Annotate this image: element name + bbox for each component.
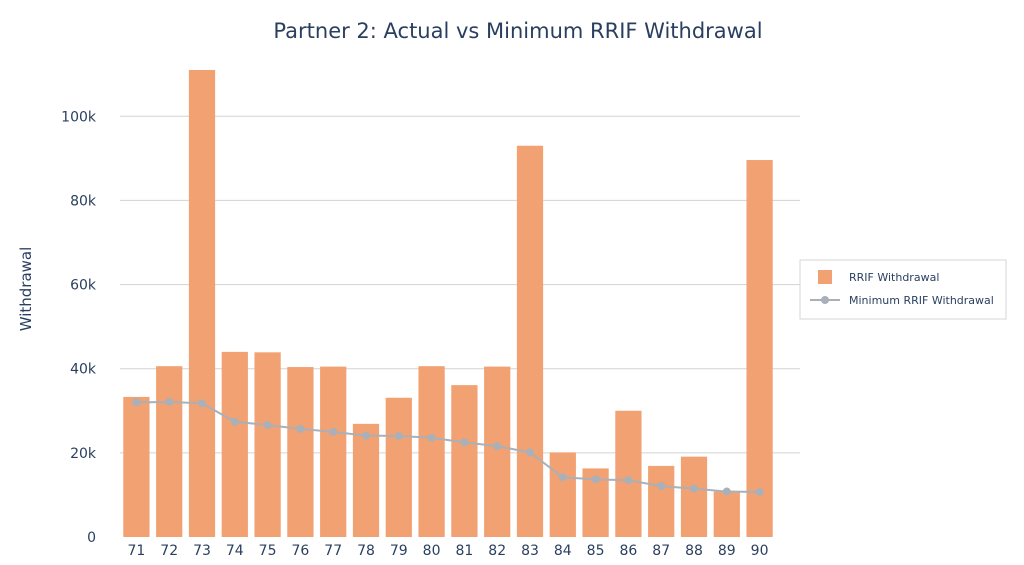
bar[interactable] xyxy=(451,385,478,537)
line-point[interactable] xyxy=(362,431,370,440)
line-point[interactable] xyxy=(755,487,764,496)
legend[interactable]: RRIF Withdrawal Minimum RRIF Withdrawal xyxy=(799,259,1007,320)
x-tick-label: 88 xyxy=(685,543,703,559)
bar[interactable] xyxy=(320,366,347,537)
x-tick-label: 77 xyxy=(324,543,342,559)
bar[interactable] xyxy=(648,465,675,537)
x-tick-label: 74 xyxy=(226,543,244,559)
x-tick-label: 89 xyxy=(718,543,736,559)
bar[interactable] xyxy=(484,366,511,537)
y-tick-label: 80k xyxy=(70,193,97,209)
line-point[interactable] xyxy=(132,398,141,407)
x-tick-label: 84 xyxy=(554,543,572,559)
line-point[interactable] xyxy=(329,427,338,436)
y-tick-label: 60k xyxy=(70,278,97,294)
bar[interactable] xyxy=(615,410,642,537)
x-tick-label: 85 xyxy=(587,543,605,559)
x-tick-label: 83 xyxy=(521,543,539,559)
y-tick-label: 40k xyxy=(70,362,97,378)
bar[interactable] xyxy=(352,423,380,537)
x-tick-label: 72 xyxy=(160,543,178,559)
bar[interactable] xyxy=(418,366,445,537)
x-tick-label: 81 xyxy=(455,543,473,559)
line-point[interactable] xyxy=(198,399,206,408)
bar[interactable] xyxy=(713,491,740,537)
x-tick-label: 86 xyxy=(619,543,637,559)
bar[interactable] xyxy=(123,396,150,537)
line-point[interactable] xyxy=(296,424,305,433)
x-tick-label: 90 xyxy=(751,543,769,559)
bar[interactable] xyxy=(549,452,576,537)
line-series xyxy=(132,397,764,496)
minimum-withdrawal-line xyxy=(136,400,760,493)
y-tick-label: 0 xyxy=(87,530,96,546)
bar[interactable] xyxy=(254,352,281,537)
bar[interactable] xyxy=(221,351,248,537)
x-tick-label: 75 xyxy=(259,543,277,559)
bar[interactable] xyxy=(287,367,314,537)
y-tick-label: 20k xyxy=(70,446,97,462)
line-point[interactable] xyxy=(394,432,403,441)
line-point[interactable] xyxy=(690,484,698,493)
y-axis-ticks: 0 20k 40k 60k 80k 100k xyxy=(61,109,97,546)
line-point[interactable] xyxy=(493,442,502,451)
x-tick-label: 78 xyxy=(357,543,375,559)
bar[interactable] xyxy=(746,160,773,537)
legend-label-rrif-withdrawal: RRIF Withdrawal xyxy=(849,271,939,284)
x-tick-label: 73 xyxy=(193,543,211,559)
y-tick-label: 100k xyxy=(61,109,97,125)
legend-label-minimum-rrif-withdrawal: Minimum RRIF Withdrawal xyxy=(849,294,994,307)
bar[interactable] xyxy=(516,145,544,537)
line-point[interactable] xyxy=(263,421,272,430)
x-tick-label: 80 xyxy=(423,543,441,559)
legend-marker xyxy=(821,296,829,304)
line-point[interactable] xyxy=(657,482,666,491)
x-tick-label: 76 xyxy=(291,543,309,559)
x-tick-label: 71 xyxy=(127,543,145,559)
line-point[interactable] xyxy=(722,487,731,496)
line-point[interactable] xyxy=(526,448,534,457)
line-point[interactable] xyxy=(165,397,174,406)
line-point[interactable] xyxy=(427,433,436,442)
bar[interactable] xyxy=(680,456,708,537)
bar[interactable] xyxy=(385,397,412,537)
line-point[interactable] xyxy=(230,417,239,426)
line-point[interactable] xyxy=(624,476,633,485)
bar-series xyxy=(123,70,773,537)
x-axis-ticks: 71 72 73 74 75 76 77 78 79 80 81 82 83 84 85 86 87 88 89 90 xyxy=(127,543,768,559)
x-tick-label: 82 xyxy=(488,543,506,559)
legend-bar-swatch xyxy=(818,270,832,284)
line-point[interactable] xyxy=(558,473,567,482)
bar[interactable] xyxy=(188,70,216,537)
legend-box xyxy=(799,259,1007,320)
x-tick-label: 79 xyxy=(390,543,408,559)
chart-title: Partner 2: Actual vs Minimum RRIF Withdr… xyxy=(273,19,762,43)
x-tick-label: 87 xyxy=(652,543,670,559)
y-axis-title: Withdrawal xyxy=(17,247,35,332)
line-point[interactable] xyxy=(460,438,469,447)
line-point[interactable] xyxy=(591,475,600,484)
bar[interactable] xyxy=(156,366,183,537)
